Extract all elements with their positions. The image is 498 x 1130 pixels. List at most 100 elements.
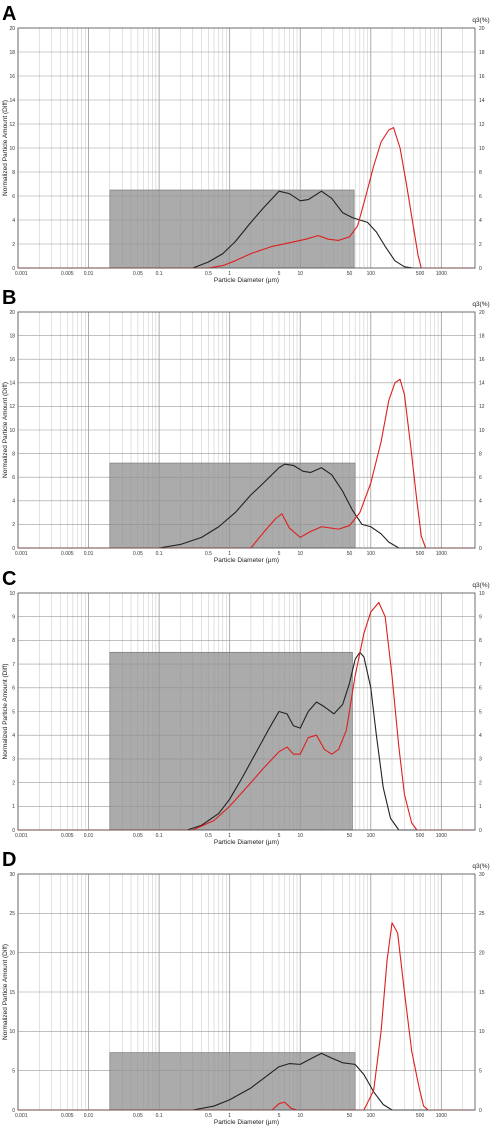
right-y-tick-label: 30 [479, 872, 485, 878]
series-line-black [159, 463, 475, 549]
x-tick-label: 0.1 [156, 1113, 163, 1119]
x-tick-label: 0.5 [205, 1113, 212, 1119]
x-tick-label: 0.05 [133, 833, 143, 839]
x-tick-label: 0.5 [205, 271, 212, 277]
right-y-tick-label: 6 [479, 475, 482, 481]
right-axis-label: q3(%) [472, 17, 489, 24]
right-y-tick-label: 10 [479, 146, 485, 152]
right-y-tick-label: 0 [479, 828, 482, 834]
y-tick-label: 18 [9, 333, 15, 339]
plot-frame [17, 592, 476, 831]
x-tick-label: 10 [297, 833, 303, 839]
right-y-tick-label: 2 [479, 242, 482, 248]
y-tick-label: 4 [12, 218, 15, 224]
y-tick-label: 1 [12, 804, 15, 810]
x-tick-label: 0.1 [156, 833, 163, 839]
y-tick-label: 6 [12, 686, 15, 692]
y-tick-label: 10 [9, 146, 15, 152]
x-tick-label: 0.001 [15, 1113, 28, 1119]
x-tick-label: 1 [228, 551, 231, 557]
y-tick-label: 20 [9, 310, 15, 316]
y-tick-label: 0 [12, 828, 15, 834]
y-tick-label: 3 [12, 757, 15, 763]
x-tick-label: 0.005 [61, 833, 74, 839]
distribution-box [109, 189, 355, 269]
right-y-tick-label: 20 [479, 950, 485, 956]
x-tick-label: 0.005 [61, 1113, 74, 1119]
y-tick-label: 4 [12, 499, 15, 505]
right-axis-label: q3(%) [472, 582, 489, 589]
x-tick-label: 10 [297, 271, 303, 277]
x-tick-label: 0.005 [61, 271, 74, 277]
right-y-tick-label: 18 [479, 333, 485, 339]
y-tick-label: 0 [12, 1108, 15, 1114]
right-y-tick-label: 6 [479, 686, 482, 692]
right-y-tick-label: 2 [479, 780, 482, 786]
y-tick-label: 10 [9, 591, 15, 597]
y-tick-label: 0 [12, 266, 15, 272]
right-y-tick-label: 14 [479, 98, 485, 104]
y-tick-label: 16 [9, 357, 15, 363]
y-tick-label: 10 [9, 428, 15, 434]
series-line-red [18, 127, 475, 269]
panel-label: A [2, 3, 16, 25]
series-line-black [192, 1052, 475, 1111]
right-y-tick-label: 2 [479, 522, 482, 528]
right-y-tick-label: 5 [479, 709, 482, 715]
x-tick-label: 0.01 [84, 271, 94, 277]
y-axis-label: Normalized Particle Amount (Diff) [2, 944, 9, 1040]
x-tick-label: 0.001 [15, 551, 28, 557]
right-y-tick-label: 18 [479, 50, 485, 56]
x-tick-label: 500 [416, 551, 425, 557]
right-y-tick-label: 14 [479, 381, 485, 387]
x-tick-label: 1000 [436, 271, 447, 277]
x-tick-label: 0.001 [15, 833, 28, 839]
x-tick-label: 0.01 [84, 551, 94, 557]
x-tick-label: 1 [228, 833, 231, 839]
x-tick-label: 0.05 [133, 1113, 143, 1119]
x-tick-label: 10 [297, 1113, 303, 1119]
y-tick-label: 9 [12, 615, 15, 621]
x-tick-label: 1 [228, 1113, 231, 1119]
x-tick-label: 0.01 [84, 833, 94, 839]
series-line-red [18, 601, 475, 831]
x-tick-label: 500 [416, 1113, 425, 1119]
right-y-tick-label: 9 [479, 615, 482, 621]
x-tick-label: 5 [278, 551, 281, 557]
x-tick-label: 0.01 [84, 1113, 94, 1119]
right-y-tick-label: 0 [479, 1108, 482, 1114]
right-y-tick-label: 10 [479, 1029, 485, 1035]
panel-B: 0 2 4 6 8 10 12 14 16 18 20 0 2 4 6 8 10 12 14 16 18 20 0.001 0… [2, 287, 490, 564]
y-tick-label: 14 [9, 381, 15, 387]
right-y-tick-label: 7 [479, 662, 482, 668]
right-y-tick-label: 8 [479, 451, 482, 457]
right-y-tick-label: 16 [479, 74, 485, 80]
x-tick-label: 10 [297, 551, 303, 557]
plot-frame [17, 311, 476, 549]
x-tick-label: 50 [347, 271, 353, 277]
x-axis-label: Particle Diameter (µm) [214, 557, 279, 564]
x-tick-label: 0.001 [15, 271, 28, 277]
right-y-tick-label: 6 [479, 194, 482, 200]
y-tick-label: 7 [12, 662, 15, 668]
x-tick-label: 5 [278, 1113, 281, 1119]
distribution-box [109, 462, 356, 549]
panel-label: C [2, 568, 16, 590]
x-tick-label: 1000 [436, 1113, 447, 1119]
y-tick-label: 14 [9, 98, 15, 104]
x-tick-label: 0.5 [205, 551, 212, 557]
y-axis-label: Normalized Particle Amount (Diff) [2, 100, 9, 196]
right-y-tick-label: 4 [479, 218, 482, 224]
x-tick-label: 100 [367, 833, 376, 839]
y-tick-label: 12 [9, 122, 15, 128]
plot-frame [17, 873, 476, 1111]
x-tick-label: 1000 [436, 833, 447, 839]
y-tick-label: 6 [12, 194, 15, 200]
series-line-red [18, 922, 475, 1111]
x-axis-label: Particle Diameter (µm) [214, 277, 279, 284]
y-tick-label: 15 [9, 990, 15, 996]
y-tick-label: 18 [9, 50, 15, 56]
x-tick-label: 100 [367, 271, 376, 277]
